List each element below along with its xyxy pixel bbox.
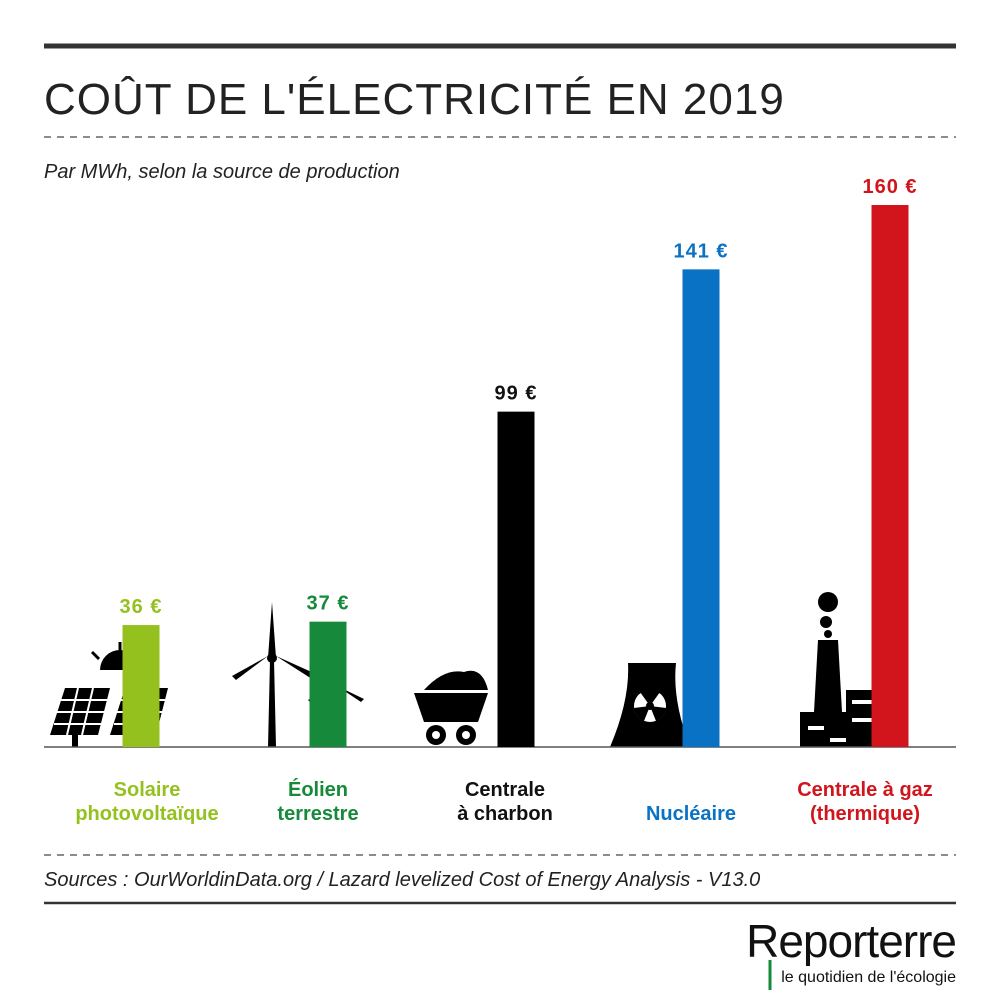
category-label: Éolien terrestre: [277, 779, 359, 825]
category-label: Centrale à charbon: [457, 779, 553, 825]
bar: [309, 621, 347, 747]
tagline-bg: [770, 966, 956, 990]
subtitle: Par MWh, selon la source de production: [44, 161, 400, 183]
value-label: 99 €: [495, 383, 538, 405]
category-label: Solaire photovoltaïque: [75, 779, 219, 825]
bar: [871, 205, 909, 747]
value-label: 160 €: [862, 176, 917, 198]
category-label: Nucléaire: [645, 803, 737, 825]
gas-windows: [808, 700, 876, 742]
bar: [497, 411, 535, 747]
brand-name: Reporterre: [746, 915, 956, 967]
value-label: 37 €: [307, 593, 350, 615]
bar: [122, 625, 160, 747]
nuclear-icon: [610, 663, 690, 747]
value-label: 36 €: [120, 596, 163, 618]
category-label: Centrale à gaz (thermique): [797, 779, 933, 825]
gas-icon: [800, 592, 882, 747]
coal-icon: [414, 670, 488, 745]
source: Sources : OurWorldinData.org / Lazard le…: [44, 869, 760, 891]
bar: [682, 269, 720, 747]
chart-title: COÛT DE L'ÉLECTRICITÉ EN 2019: [44, 74, 785, 124]
value-label: 141 €: [673, 240, 728, 262]
brand-tagline: le quotidien de l'écologie: [781, 969, 956, 986]
